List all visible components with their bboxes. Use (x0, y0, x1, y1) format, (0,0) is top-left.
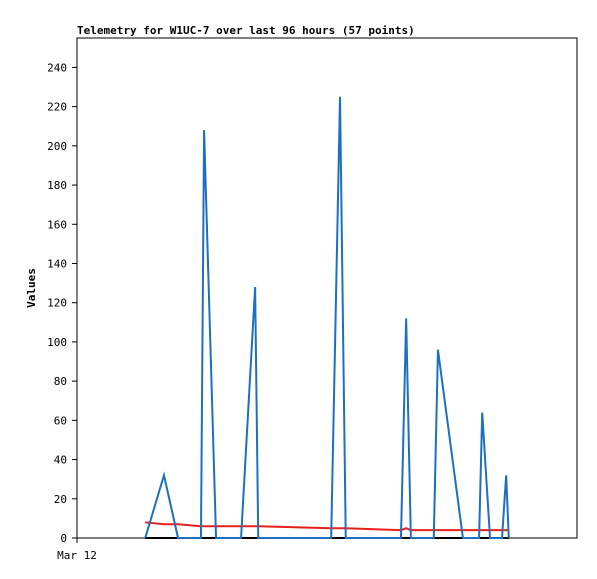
y-tick-label: 0 (60, 532, 67, 545)
y-tick-label: 120 (47, 297, 67, 310)
y-tick-label: 220 (47, 101, 67, 114)
y-tick-label: 160 (47, 218, 67, 231)
plot-frame (76, 37, 578, 539)
y-tick-label: 240 (47, 61, 67, 74)
y-axis-label: Values (25, 268, 38, 308)
y-tick-label: 40 (54, 454, 67, 467)
x-tick-label: Mar 12 (57, 549, 97, 562)
y-tick-label: 100 (47, 336, 67, 349)
y-tick-label: 80 (54, 375, 67, 388)
y-tick-label: 200 (47, 140, 67, 153)
line-series (145, 521, 509, 532)
y-tick-label: 60 (54, 414, 67, 427)
y-tick-label: 180 (47, 179, 67, 192)
line-series (144, 96, 510, 539)
y-tick-label: 140 (47, 257, 67, 270)
y-tick-label: 20 (54, 493, 67, 506)
chart-title: Telemetry for W1UC-7 over last 96 hours … (77, 24, 415, 37)
